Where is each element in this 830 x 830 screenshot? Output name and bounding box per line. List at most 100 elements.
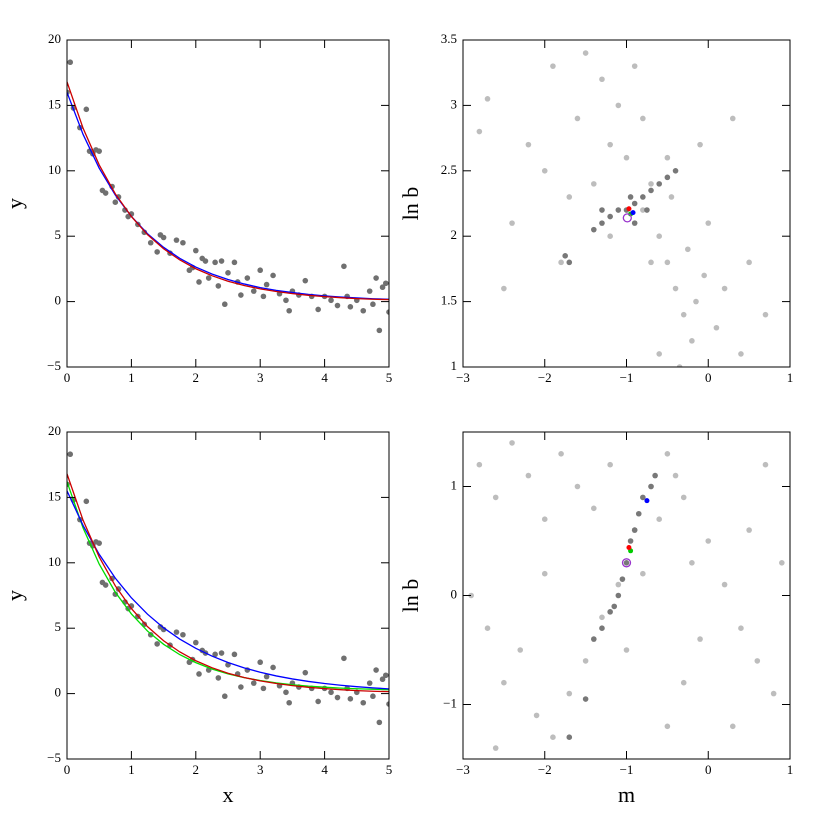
data-point: [484, 96, 491, 102]
data-point: [582, 50, 589, 56]
x-axis-label: x: [223, 782, 234, 807]
data-point: [360, 307, 367, 314]
data-point: [615, 581, 622, 588]
x-tick-label: −3: [456, 762, 470, 777]
data-point: [215, 283, 222, 289]
data-point: [366, 288, 373, 294]
y-tick-label: 5: [55, 227, 62, 242]
data-point: [270, 664, 276, 671]
x-tick-label: −2: [538, 370, 552, 385]
data-point: [341, 655, 347, 662]
data-point: [541, 516, 548, 522]
y-tick-label: −5: [47, 358, 61, 373]
data-point: [102, 582, 109, 588]
data-point: [713, 324, 720, 331]
data-point: [615, 207, 622, 213]
data-point: [83, 106, 90, 113]
data-point: [648, 181, 654, 187]
data-point: [154, 249, 160, 255]
data-point: [341, 263, 347, 270]
y-tick-label: −1: [443, 695, 457, 710]
data-point: [315, 306, 321, 313]
data-point: [689, 338, 695, 344]
data-point: [212, 259, 218, 266]
y-tick-label: 1: [451, 477, 458, 492]
data-point: [533, 712, 540, 719]
data-point: [779, 560, 785, 566]
data-point: [631, 220, 638, 226]
data-point: [729, 115, 736, 122]
data-point: [160, 234, 167, 241]
panel: −3 −2 −1 0 1 1 1.5 2 2.5 3 3.5 ln b: [398, 31, 793, 385]
data-point: [366, 680, 373, 686]
data-point: [180, 631, 186, 638]
data-point: [476, 128, 483, 135]
data-point: [231, 259, 238, 266]
x-tick-label: 1: [128, 762, 135, 777]
data-point: [648, 259, 654, 266]
y-tick-label: 0: [55, 685, 62, 700]
data-point: [96, 148, 102, 154]
plot-area: [67, 451, 389, 726]
data-point: [196, 671, 202, 677]
data-point: [525, 141, 532, 148]
data-point: [260, 293, 267, 300]
data-point: [672, 168, 679, 174]
data-point: [263, 673, 270, 680]
y-tick-label: 10: [48, 162, 61, 177]
fit-curve: [67, 81, 389, 301]
data-point: [754, 658, 761, 664]
data-point: [599, 614, 605, 621]
data-point: [328, 689, 334, 696]
data-point: [693, 298, 699, 305]
data-point: [558, 259, 564, 266]
data-point: [202, 258, 209, 264]
data-point: [631, 200, 638, 207]
data-point: [382, 280, 389, 287]
x-tick-label: 0: [64, 370, 71, 385]
data-point: [180, 239, 186, 246]
data-point: [102, 190, 109, 196]
data-point: [705, 220, 712, 226]
data-point: [621, 558, 632, 568]
data-point: [644, 498, 650, 504]
data-point: [644, 207, 650, 213]
data-point: [705, 538, 712, 544]
data-point: [599, 207, 605, 213]
data-point: [360, 699, 367, 706]
data-point: [386, 309, 389, 315]
x-tick-label: 4: [321, 762, 328, 777]
y-tick-label: 2: [451, 227, 458, 242]
data-point: [697, 636, 703, 642]
data-point: [257, 659, 264, 666]
x-tick-label: 1: [128, 370, 135, 385]
data-point: [607, 141, 613, 148]
data-point: [680, 311, 687, 318]
data-point: [373, 667, 379, 673]
data-point: [566, 194, 573, 200]
y-tick-label: 1.5: [441, 293, 457, 308]
data-point: [558, 451, 564, 457]
data-point: [257, 267, 264, 274]
data-point: [302, 669, 309, 676]
y-tick-label: 0: [55, 293, 62, 308]
data-point: [626, 545, 632, 551]
data-point: [517, 647, 524, 653]
data-point: [334, 302, 341, 309]
data-point: [582, 696, 589, 702]
y-axis-label: y: [2, 198, 27, 209]
data-point: [648, 483, 654, 490]
data-point: [664, 723, 671, 730]
plot-area: [476, 50, 769, 367]
data-point: [574, 483, 581, 490]
data-point: [225, 270, 231, 276]
data-point: [193, 639, 199, 646]
data-point: [746, 527, 752, 533]
data-point: [550, 63, 556, 69]
fit-curve: [67, 490, 389, 690]
data-point: [721, 581, 728, 588]
data-point: [566, 259, 573, 266]
y-tick-label: 20: [48, 423, 61, 438]
data-point: [154, 641, 160, 647]
